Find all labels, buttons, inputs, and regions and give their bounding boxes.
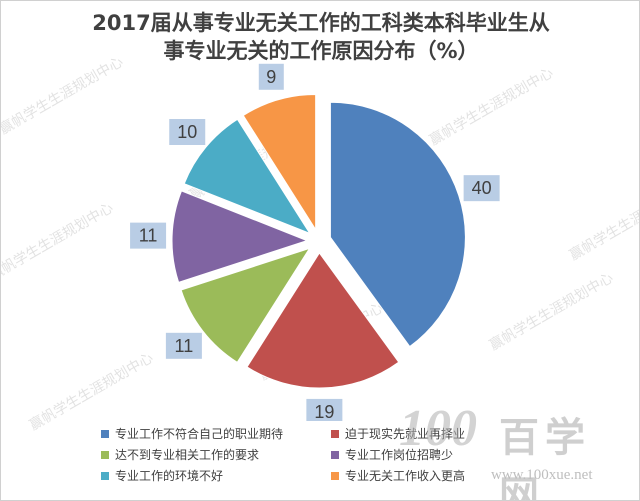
brand-name: 百学网 [499,414,591,501]
legend-label: 迫于现实先就业再择业 [345,427,466,441]
pie-slice-2 [246,252,400,389]
chart-title-line-2: 事专业无关的工作原因分布（%） [163,39,479,63]
legend-label: 专业工作的环境不好 [115,469,224,483]
data-label-6: 9 [266,67,276,87]
legend-label: 专业工作不符合自己的职业期待 [115,427,284,441]
legend-label: 专业无关工作收入更高 [345,469,466,483]
brand-logo: 100 百学网 www.100xue.net [399,399,635,500]
data-label-box-1 [463,175,500,202]
legend-item-6: 专业无关工作收入更高 [331,467,521,484]
legend-item-2: 迫于现实先就业再择业 [331,425,521,442]
brand-url: www.100xue.net [491,467,593,483]
legend-label: 达不到专业相关工作的要求 [115,448,260,462]
data-label-1: 40 [472,178,492,198]
legend-swatch [331,429,339,438]
chart-title-line-1: 2017届从事专业无关工作的工科类本科毕业生从 [92,11,550,35]
brand-number: 100 [399,400,477,457]
legend-swatch [331,471,339,480]
legend-item-1: 专业工作不符合自己的职业期待 [101,425,331,442]
legend: 专业工作不符合自己的职业期待 迫于现实先就业再择业 达不到专业相关工作的要求 专业工作… [101,425,521,484]
legend-swatch [101,450,109,459]
data-label-2: 19 [314,402,334,421]
chart-title: 2017届从事专业无关工作的工科类本科毕业生从 事专业无关的工作原因分布（%） [11,9,631,65]
data-label-box-4 [130,222,167,249]
pie-slice-6 [242,93,317,232]
pie-slice-5 [183,118,312,235]
legend-swatch [101,471,109,480]
pie-slice-1 [329,101,466,348]
legend-swatch [331,450,339,459]
pie-slice-3 [180,247,311,364]
pie-slice-4 [171,190,309,283]
legend-item-3: 达不到专业相关工作的要求 [101,446,331,463]
data-label-box-3 [165,332,202,359]
data-label-5: 10 [177,122,197,142]
legend-swatch [101,429,109,438]
legend-item-4: 专业工作岗位招聘少 [331,446,521,463]
data-label-4: 11 [139,226,158,246]
legend-item-5: 专业工作的环境不好 [101,467,331,484]
data-label-3: 11 [175,336,194,356]
legend-label: 专业工作岗位招聘少 [345,448,454,462]
data-label-box-6 [258,63,284,90]
data-label-box-2 [306,398,343,421]
data-label-box-5 [169,119,206,146]
pie-chart: 40 19 11 11 10 9 [130,63,500,421]
